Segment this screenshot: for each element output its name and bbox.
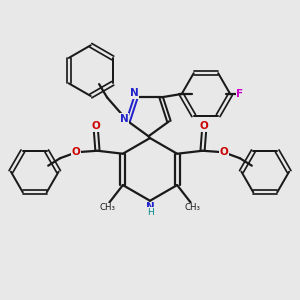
Text: O: O	[92, 121, 100, 131]
Text: N: N	[146, 202, 154, 212]
Text: N: N	[120, 114, 129, 124]
Text: O: O	[72, 147, 81, 157]
Text: O: O	[200, 121, 208, 131]
Text: N: N	[130, 88, 139, 98]
Text: CH₃: CH₃	[185, 203, 201, 212]
Text: O: O	[219, 147, 228, 157]
Text: CH₃: CH₃	[99, 203, 115, 212]
Text: H: H	[147, 208, 154, 217]
Text: F: F	[236, 89, 244, 99]
